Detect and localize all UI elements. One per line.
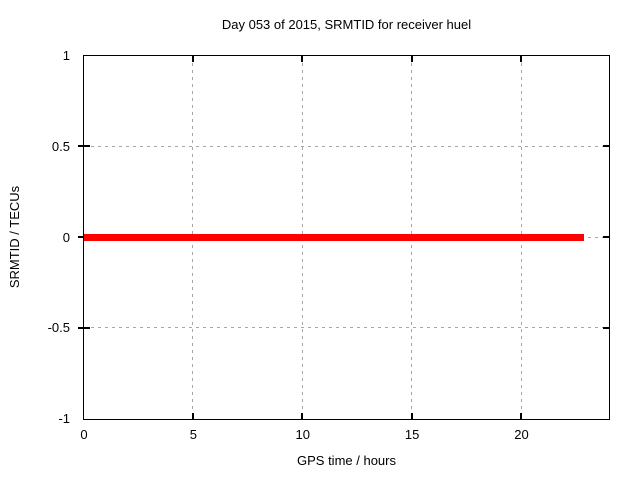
y-tick-label: 1 <box>62 48 70 63</box>
x-tick-bottom <box>410 412 413 419</box>
y-tick-left <box>77 326 90 329</box>
plot-area <box>77 54 610 420</box>
y-gridline <box>83 145 609 147</box>
x-tick-label: 5 <box>189 427 197 442</box>
y-tick-label: 0 <box>62 229 70 245</box>
y-tick-label: -1 <box>58 411 70 426</box>
x-tick-top <box>520 55 522 62</box>
x-tick-bottom <box>301 412 304 419</box>
x-tick-label: 10 <box>295 427 310 442</box>
y-tick-right <box>602 145 609 148</box>
y-tick-left <box>77 145 90 148</box>
x-axis-label: GPS time / hours <box>297 453 396 468</box>
y-tick-label: -0.5 <box>47 320 70 336</box>
chart-title: Day 053 of 2015, SRMTID for receiver hue… <box>221 17 472 32</box>
data-line-srmtid <box>83 233 585 241</box>
x-tick-bottom <box>191 412 194 419</box>
y-tick-right <box>602 326 609 329</box>
y-tick-right <box>602 236 609 238</box>
x-tick-top <box>301 55 304 62</box>
x-tick-top <box>191 55 194 62</box>
x-tick-label: 20 <box>514 427 529 442</box>
x-tick-label: 0 <box>80 427 88 442</box>
x-tick-label: 15 <box>404 427 420 442</box>
y-gridline <box>83 327 609 329</box>
y-tick-label: 0.5 <box>51 138 70 154</box>
x-tick-top <box>410 55 413 62</box>
x-tick-bottom <box>520 412 522 419</box>
